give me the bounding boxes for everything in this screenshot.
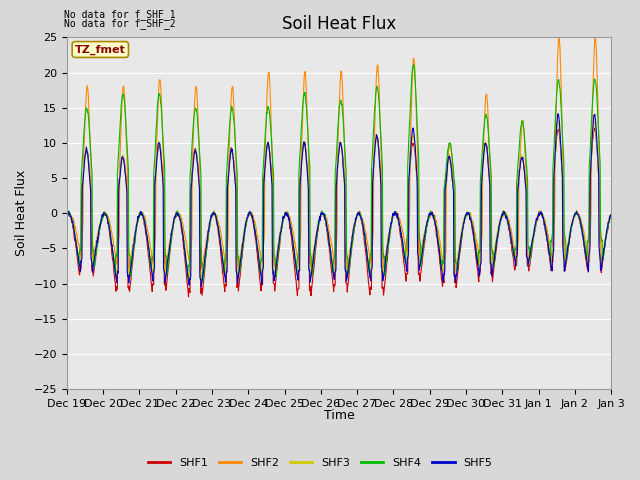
Text: No data for f_SHF_1: No data for f_SHF_1 xyxy=(64,9,175,20)
X-axis label: Time: Time xyxy=(324,409,355,422)
Title: Soil Heat Flux: Soil Heat Flux xyxy=(282,15,396,33)
Legend: SHF1, SHF2, SHF3, SHF4, SHF5: SHF1, SHF2, SHF3, SHF4, SHF5 xyxy=(143,453,497,472)
Text: No data for f_SHF_2: No data for f_SHF_2 xyxy=(64,18,175,29)
Y-axis label: Soil Heat Flux: Soil Heat Flux xyxy=(15,170,28,256)
Text: TZ_fmet: TZ_fmet xyxy=(75,44,125,55)
